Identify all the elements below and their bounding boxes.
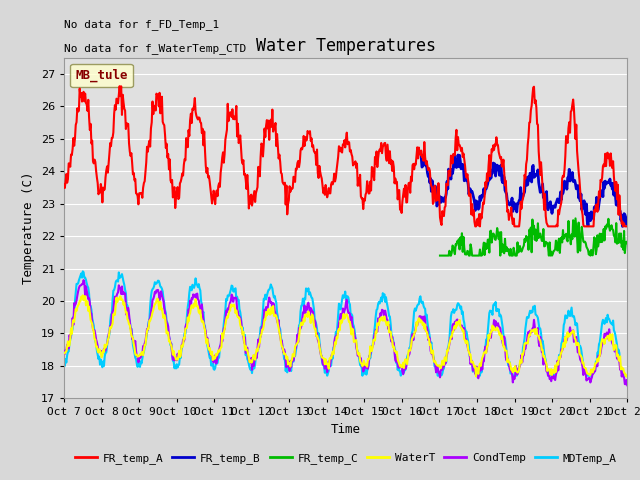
Legend: FR_temp_A, FR_temp_B, FR_temp_C, WaterT, CondTemp, MDTemp_A: FR_temp_A, FR_temp_B, FR_temp_C, WaterT,… bbox=[70, 448, 621, 468]
Title: Water Temperatures: Water Temperatures bbox=[255, 36, 436, 55]
Y-axis label: Temperature (C): Temperature (C) bbox=[22, 172, 35, 284]
X-axis label: Time: Time bbox=[331, 423, 360, 436]
Text: No data for f_WaterTemp_CTD: No data for f_WaterTemp_CTD bbox=[64, 43, 246, 54]
Text: No data for f_FD_Temp_1: No data for f_FD_Temp_1 bbox=[64, 19, 220, 30]
